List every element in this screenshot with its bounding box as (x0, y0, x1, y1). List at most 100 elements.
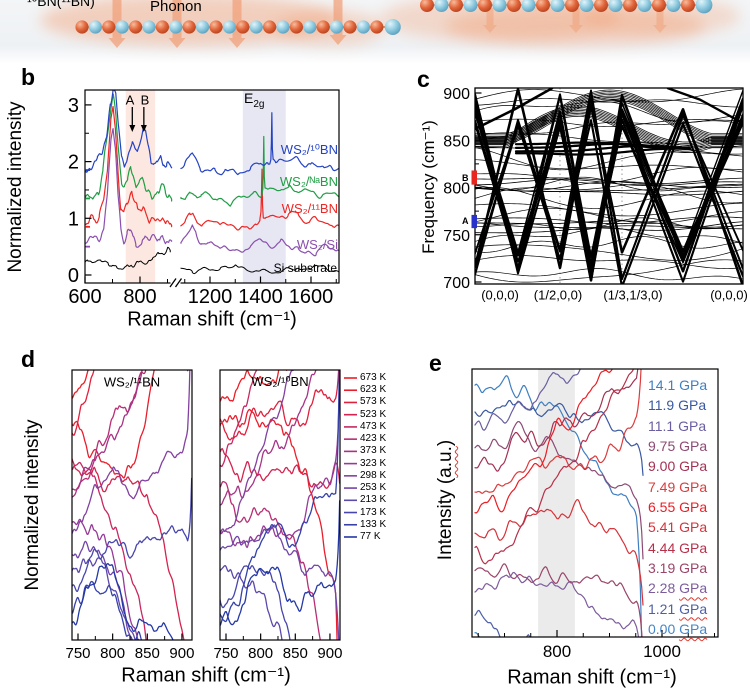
panel-e-pressure-label: 11.1 GPa (648, 417, 707, 434)
panel-b-curve-label-ws2-si: WS₂/Si (296, 237, 338, 252)
nitrogen-atom-icon (196, 20, 210, 34)
panel-d-legend-label: 173 K (360, 506, 387, 518)
nitrogen-atom-icon (521, 0, 536, 12)
nitrogen-atom-icon (276, 20, 290, 34)
panel-c-kpoint-label-1: (0,0,0) (481, 287, 519, 303)
panel-e-pressure-label: 7.49 GPa (648, 478, 708, 495)
panel-b-curve-label-ws2-nabn: WS₂/ᴺᵃBN (279, 174, 338, 189)
phonon-arrow-icon (483, 8, 497, 33)
panel-e-x-tick-label: 800 (543, 642, 571, 661)
panel-d-x-tick-label: 900 (317, 645, 342, 662)
panel-d-legend-label: 213 K (360, 494, 387, 506)
panel-d-left-title: WS₂/¹¹BN (103, 374, 161, 390)
panel-d-legend-label: 373 K (360, 445, 387, 457)
panel-b-e2g-label: E2g (244, 90, 264, 110)
panel-a: ¹⁰BN(¹¹BN) Phonon (0, 0, 750, 64)
panel-e-pressure-label: 3.19 GPa (648, 559, 708, 576)
panel-b-curve-label-ws2-10bn: WS₂/¹⁰BN (280, 142, 338, 157)
boron-atom-icon (236, 20, 250, 34)
panel-e-pressure-label: 1.21 GPa (648, 600, 708, 617)
panel-c-y-axis-label: Frequency (cm⁻¹) (419, 120, 438, 254)
nitrogen-atom-icon (434, 0, 449, 12)
nitrogen-atom-icon (666, 0, 681, 12)
highlight-band (538, 369, 575, 637)
boron-atom-icon (536, 0, 550, 12)
panel-b-x-tick-label: 600 (68, 286, 101, 308)
panel-e-pressure-label: 9.00 GPa (648, 458, 708, 475)
boron-atom-icon (129, 20, 143, 34)
panel-e-pressure-label: 0.00 GPa (648, 620, 708, 637)
boron-atom-icon (449, 0, 463, 12)
panel-c-marker-a (471, 214, 477, 229)
panel-d-x-tick-label: 850 (283, 645, 308, 662)
panel-a-isotope-label: ¹⁰BN(¹¹BN) (27, 0, 95, 9)
boron-atom-icon (102, 20, 116, 34)
panel-e-y-axis-label: Intensity (a.u.) (435, 440, 457, 560)
boron-atom-icon (594, 0, 608, 12)
panel-e-pressure-label: 4.44 GPa (648, 539, 708, 556)
intensity-label-post: ) (435, 439, 456, 447)
panel-d-legend-label: 77 K (360, 530, 381, 542)
panel-letter-e: e (429, 350, 442, 376)
nitrogen-atom-icon (356, 20, 370, 34)
panel-d-legend-label: 323 K (360, 457, 387, 469)
end-atom-icon (695, 0, 713, 14)
boron-atom-icon (370, 20, 384, 34)
nitrogen-atom-icon (579, 0, 594, 12)
panel-letter-b: b (21, 64, 36, 90)
nitrogen-atom-icon (222, 20, 236, 34)
panel-d-plot: 750 800 850 900 750 800 850 900 (65, 369, 357, 662)
panel-e-plot: 800 1000 (471, 368, 719, 661)
nitrogen-atom-icon (608, 0, 623, 12)
panel-e-x-axis-label: Raman shift (cm⁻¹) (507, 666, 677, 689)
nitrogen-atom-icon (550, 0, 565, 12)
panel-c-kpoint-label-2: (1/2,0,0) (533, 287, 583, 303)
panel-c-y-tick-label: 850 (443, 133, 470, 150)
boron-atom-icon (155, 20, 169, 34)
panel-e-pressure-label: 14.1 GPa (648, 377, 708, 393)
panel-b-x-tick-label: 1200 (188, 286, 233, 308)
panel-d-legend-label: 523 K (360, 408, 387, 420)
panel-c-marker-a-label: A (462, 216, 469, 226)
panel-d-legend-label: 623 K (360, 384, 387, 396)
nitrogen-atom-icon (115, 20, 129, 34)
panel-d-x-tick-label: 750 (65, 645, 90, 662)
e2g-sub: 2g (253, 99, 265, 110)
panel-b-y-tick-label: 0 (68, 265, 79, 287)
nitrogen-atom-icon (142, 20, 156, 34)
boron-atom-icon (565, 0, 579, 12)
boron-atom-icon (75, 20, 89, 34)
panel-letter-c: c (417, 66, 430, 92)
panel-b-plot: 0 1 2 3 600 800 1200 1400 1600 (68, 89, 340, 308)
panel-c-y-tick-label: 800 (443, 181, 470, 198)
panel-b-x-tick-label: 1600 (289, 286, 334, 308)
panel-c-plot: 700 750 800 850 900 (443, 86, 744, 292)
e2g-base: E (244, 90, 254, 106)
panel-a-illustration (40, 0, 740, 48)
panel-a-phonon-label: Phonon (150, 0, 202, 15)
panel-d-legend-label: 673 K (360, 372, 387, 383)
panel-d-legend-label: 573 K (360, 396, 387, 408)
panel-c-kpoint-label-3: (1/3,1/3,0) (603, 287, 663, 303)
boron-atom-icon (209, 20, 223, 34)
panel-c-kpoint-label-4: (0,0,0) (710, 287, 748, 303)
panel-d-x-tick-label: 800 (248, 645, 273, 662)
panel-e-pressure-label: 11.9 GPa (648, 397, 707, 414)
panel-d-x-tick-label: 900 (169, 645, 194, 662)
panel-e-x-tick-label: 1000 (643, 642, 681, 661)
panel-b-peak-b-label: B (140, 92, 150, 108)
nitrogen-atom-icon (303, 20, 317, 34)
panel-d-legend-label: 133 K (360, 518, 387, 530)
boron-atom-icon (652, 0, 666, 12)
phonon-arrow-icon (653, 8, 667, 33)
panel-b-curve-label-si-substrate: Si substrate (273, 261, 337, 275)
end-atom-icon (384, 19, 401, 35)
nitrogen-atom-icon (463, 0, 478, 12)
panel-c-y-tick-label: 750 (443, 228, 470, 245)
boron-atom-icon (420, 0, 434, 12)
panel-d-right-title: WS₂/¹⁰BN (251, 374, 309, 389)
nitrogen-atom-icon (492, 0, 507, 12)
panel-letter-d: d (21, 346, 36, 372)
